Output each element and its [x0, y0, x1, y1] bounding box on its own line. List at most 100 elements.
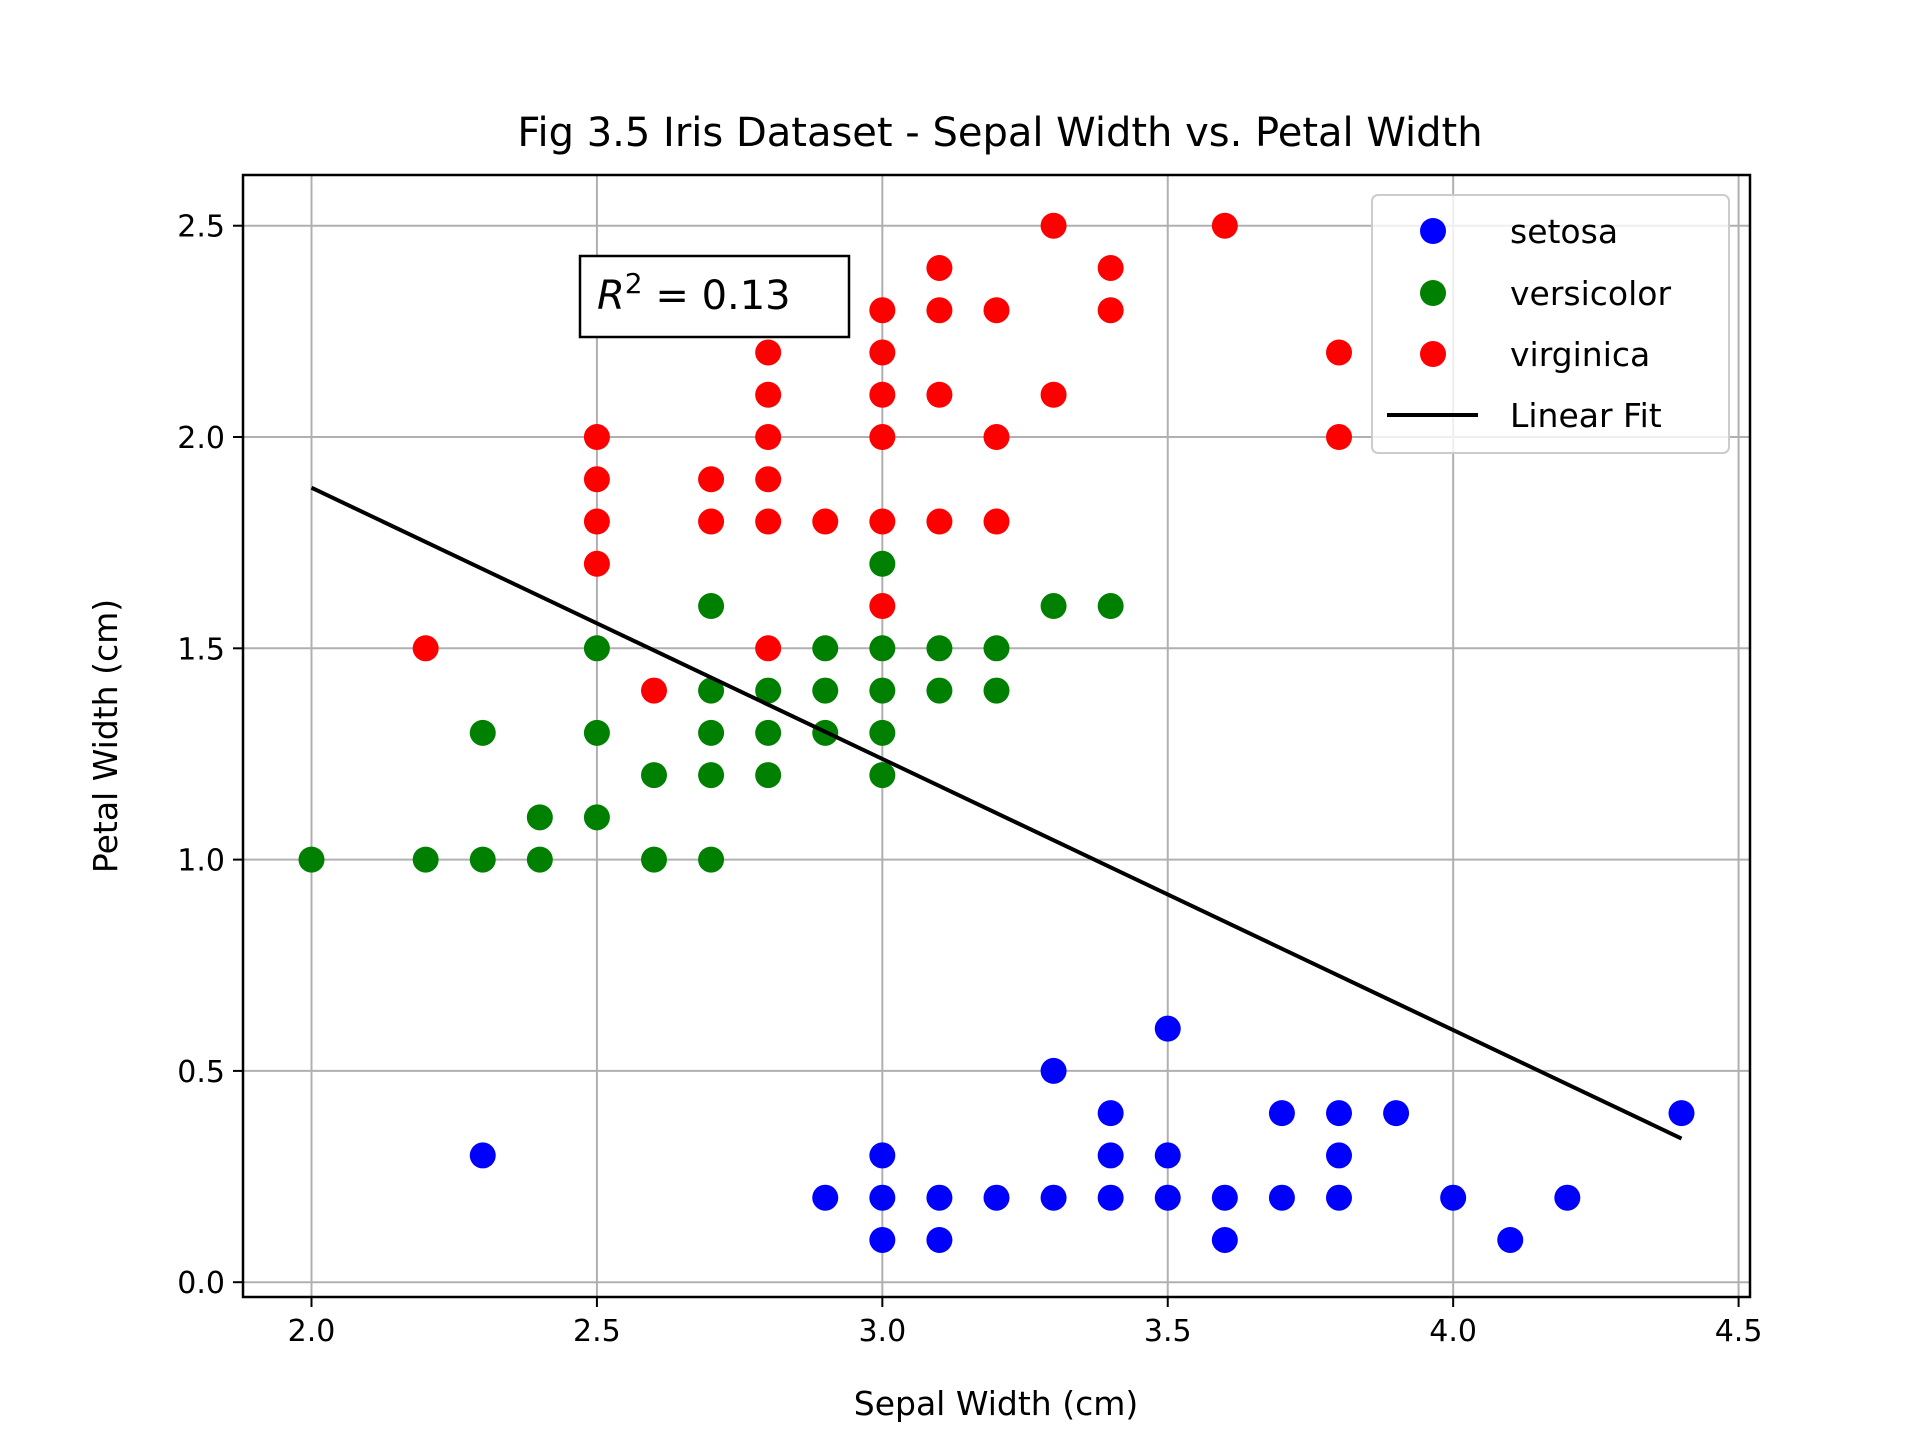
- data-point-versicolor: [926, 677, 953, 704]
- data-point-versicolor: [1040, 593, 1067, 620]
- data-point-versicolor: [583, 719, 610, 746]
- data-point-virginica: [1097, 254, 1124, 281]
- x-tick-label: 4.5: [1715, 1314, 1763, 1349]
- data-point-setosa: [869, 1226, 896, 1253]
- data-point-virginica: [869, 297, 896, 324]
- data-point-virginica: [869, 381, 896, 408]
- data-point-virginica: [412, 635, 439, 662]
- data-point-virginica: [1326, 424, 1352, 451]
- data-point-setosa: [1211, 1184, 1238, 1211]
- data-point-setosa: [1554, 1184, 1581, 1211]
- data-point-virginica: [1211, 212, 1238, 239]
- data-point-versicolor: [698, 677, 725, 704]
- data-point-versicolor: [869, 635, 896, 662]
- data-point-versicolor: [983, 635, 1010, 662]
- data-point-setosa: [1040, 1057, 1067, 1084]
- y-tick-label: 2.0: [177, 421, 225, 456]
- data-point-versicolor: [869, 677, 896, 704]
- x-tick-label: 2.0: [288, 1314, 336, 1349]
- data-point-versicolor: [469, 719, 496, 746]
- y-tick-label: 1.0: [177, 844, 225, 879]
- data-point-virginica: [926, 297, 953, 324]
- data-point-versicolor: [698, 762, 725, 789]
- data-point-setosa: [469, 1142, 496, 1169]
- y-tick-label: 0.5: [177, 1055, 225, 1090]
- data-point-virginica: [1326, 339, 1352, 366]
- data-point-setosa: [1154, 1184, 1181, 1211]
- data-point-virginica: [869, 593, 896, 620]
- data-point-versicolor: [469, 846, 496, 873]
- data-point-versicolor: [641, 762, 667, 789]
- annotation-box: [578, 254, 851, 339]
- data-point-setosa: [1268, 1184, 1295, 1211]
- data-point-virginica: [583, 466, 610, 493]
- data-point-virginica: [983, 508, 1010, 535]
- y-tick-label: 1.5: [177, 632, 225, 667]
- data-point-versicolor: [869, 719, 896, 746]
- data-point-virginica: [869, 424, 896, 451]
- data-point-setosa: [1154, 1142, 1181, 1169]
- data-point-setosa: [926, 1184, 953, 1211]
- annotation-text: R2 = 0.13: [597, 267, 791, 319]
- data-point-setosa: [1040, 1184, 1067, 1211]
- data-point-versicolor: [698, 846, 725, 873]
- data-point-setosa: [1326, 1100, 1352, 1127]
- data-point-versicolor: [526, 846, 553, 873]
- data-point-setosa: [983, 1184, 1010, 1211]
- data-point-setosa: [869, 1184, 896, 1211]
- legend-marker-setosa: [1420, 218, 1446, 244]
- data-point-virginica: [698, 466, 725, 493]
- data-point-setosa: [1326, 1142, 1352, 1169]
- x-tick-label: 4.0: [1429, 1314, 1477, 1349]
- data-point-setosa: [1326, 1184, 1352, 1211]
- data-point-virginica: [926, 381, 953, 408]
- x-tick-label: 3.5: [1144, 1314, 1192, 1349]
- data-point-virginica: [926, 508, 953, 535]
- data-point-versicolor: [926, 635, 953, 662]
- axis-ticks: 2.0 2.5 3.0 3.5 4.0 4.5 0.0 0.5 1.0 1.5 2.0 2.5: [177, 210, 1762, 1349]
- r-squared-annotation: R2 = 0.13: [578, 254, 851, 339]
- x-tick-label: 3.0: [858, 1314, 906, 1349]
- data-point-setosa: [1268, 1100, 1295, 1127]
- data-point-virginica: [926, 254, 953, 281]
- y-tick-label: 2.5: [177, 210, 225, 245]
- data-point-versicolor: [1097, 593, 1124, 620]
- data-point-setosa: [1211, 1226, 1238, 1253]
- data-point-virginica: [755, 635, 782, 662]
- data-point-versicolor: [698, 593, 725, 620]
- data-point-versicolor: [583, 804, 610, 831]
- data-point-virginica: [812, 508, 839, 535]
- y-axis-label: Petal Width (cm): [86, 599, 125, 873]
- data-point-virginica: [1097, 297, 1124, 324]
- data-point-setosa: [1383, 1100, 1410, 1127]
- data-point-versicolor: [755, 762, 782, 789]
- data-point-versicolor: [583, 635, 610, 662]
- data-point-versicolor: [698, 719, 725, 746]
- legend-marker-virginica: [1420, 341, 1446, 367]
- data-point-versicolor: [641, 846, 667, 873]
- data-point-setosa: [869, 1142, 896, 1169]
- data-point-setosa: [926, 1226, 953, 1253]
- data-point-versicolor: [755, 677, 782, 704]
- plot-frame: [241, 173, 1752, 1299]
- data-point-versicolor: [869, 762, 896, 789]
- y-tick-label: 0.0: [177, 1266, 225, 1301]
- data-point-virginica: [755, 466, 782, 493]
- x-axis-label: Sepal Width (cm): [854, 1384, 1138, 1423]
- data-point-virginica: [1040, 212, 1067, 239]
- data-point-versicolor: [812, 677, 839, 704]
- data-point-versicolor: [526, 804, 553, 831]
- x-tick-label: 2.5: [573, 1314, 621, 1349]
- data-point-virginica: [755, 508, 782, 535]
- data-point-virginica: [583, 424, 610, 451]
- data-point-setosa: [1497, 1226, 1524, 1253]
- linear-fit-line: [310, 485, 1683, 1141]
- data-point-virginica: [755, 424, 782, 451]
- data-point-versicolor: [298, 846, 325, 873]
- legend-marker-versicolor: [1420, 280, 1446, 306]
- data-point-versicolor: [755, 719, 782, 746]
- data-point-virginica: [755, 381, 782, 408]
- data-point-setosa: [1097, 1142, 1124, 1169]
- data-point-setosa: [1097, 1100, 1124, 1127]
